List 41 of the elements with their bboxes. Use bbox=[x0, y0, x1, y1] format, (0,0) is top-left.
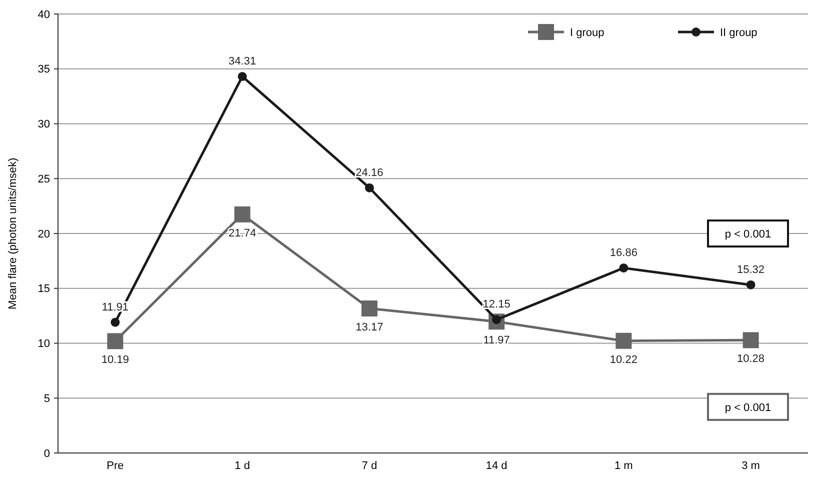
x-tick-label: 7 d bbox=[362, 460, 378, 472]
data-label: 10.22 bbox=[610, 354, 638, 366]
y-tick-label: 30 bbox=[38, 118, 50, 131]
data-label: 12.15 bbox=[482, 298, 510, 311]
y-tick-label: 10 bbox=[38, 338, 50, 350]
data-label: 16.86 bbox=[610, 246, 638, 259]
point bbox=[364, 183, 374, 192]
y-tick-label: 40 bbox=[38, 8, 50, 21]
legend-label: I group bbox=[570, 26, 604, 39]
x-tick-label: 1 m bbox=[614, 460, 633, 472]
data-label: 11.97 bbox=[483, 334, 510, 347]
x-tick-label: 3 m bbox=[742, 460, 760, 472]
data-label: 10.28 bbox=[737, 353, 765, 366]
point bbox=[234, 206, 250, 222]
data-label: 24.16 bbox=[356, 166, 384, 179]
y-tick-label: 5 bbox=[44, 392, 50, 405]
y-tick-label: 35 bbox=[38, 64, 50, 76]
point bbox=[742, 332, 759, 348]
y-tick-label: 20 bbox=[38, 228, 50, 240]
data-label: 15.32 bbox=[737, 264, 765, 276]
point bbox=[110, 318, 120, 327]
data-label: 13.17 bbox=[356, 321, 384, 334]
point bbox=[746, 280, 756, 290]
data-label: 21.74 bbox=[228, 227, 256, 240]
point bbox=[107, 333, 124, 350]
y-tick-label: 15 bbox=[38, 283, 50, 296]
x-tick-label: 1 d bbox=[234, 460, 250, 472]
data-label: 10.19 bbox=[101, 354, 129, 366]
x-tick-label: Pre bbox=[106, 460, 124, 472]
point bbox=[619, 263, 628, 272]
y-axis-title: Mean flare (photon units/msek) bbox=[7, 158, 19, 310]
point bbox=[238, 72, 247, 81]
x-tick-label: 14 d bbox=[486, 460, 508, 472]
annotation: p < 0.001 bbox=[724, 402, 772, 414]
legend-label: II group bbox=[720, 26, 758, 39]
y-tick-label: 25 bbox=[38, 173, 50, 186]
data-label: 34.31 bbox=[228, 55, 256, 68]
y-tick-label: 0 bbox=[44, 448, 50, 460]
point bbox=[361, 300, 378, 316]
annotation: p < 0.001 bbox=[724, 228, 772, 240]
point bbox=[616, 332, 632, 349]
